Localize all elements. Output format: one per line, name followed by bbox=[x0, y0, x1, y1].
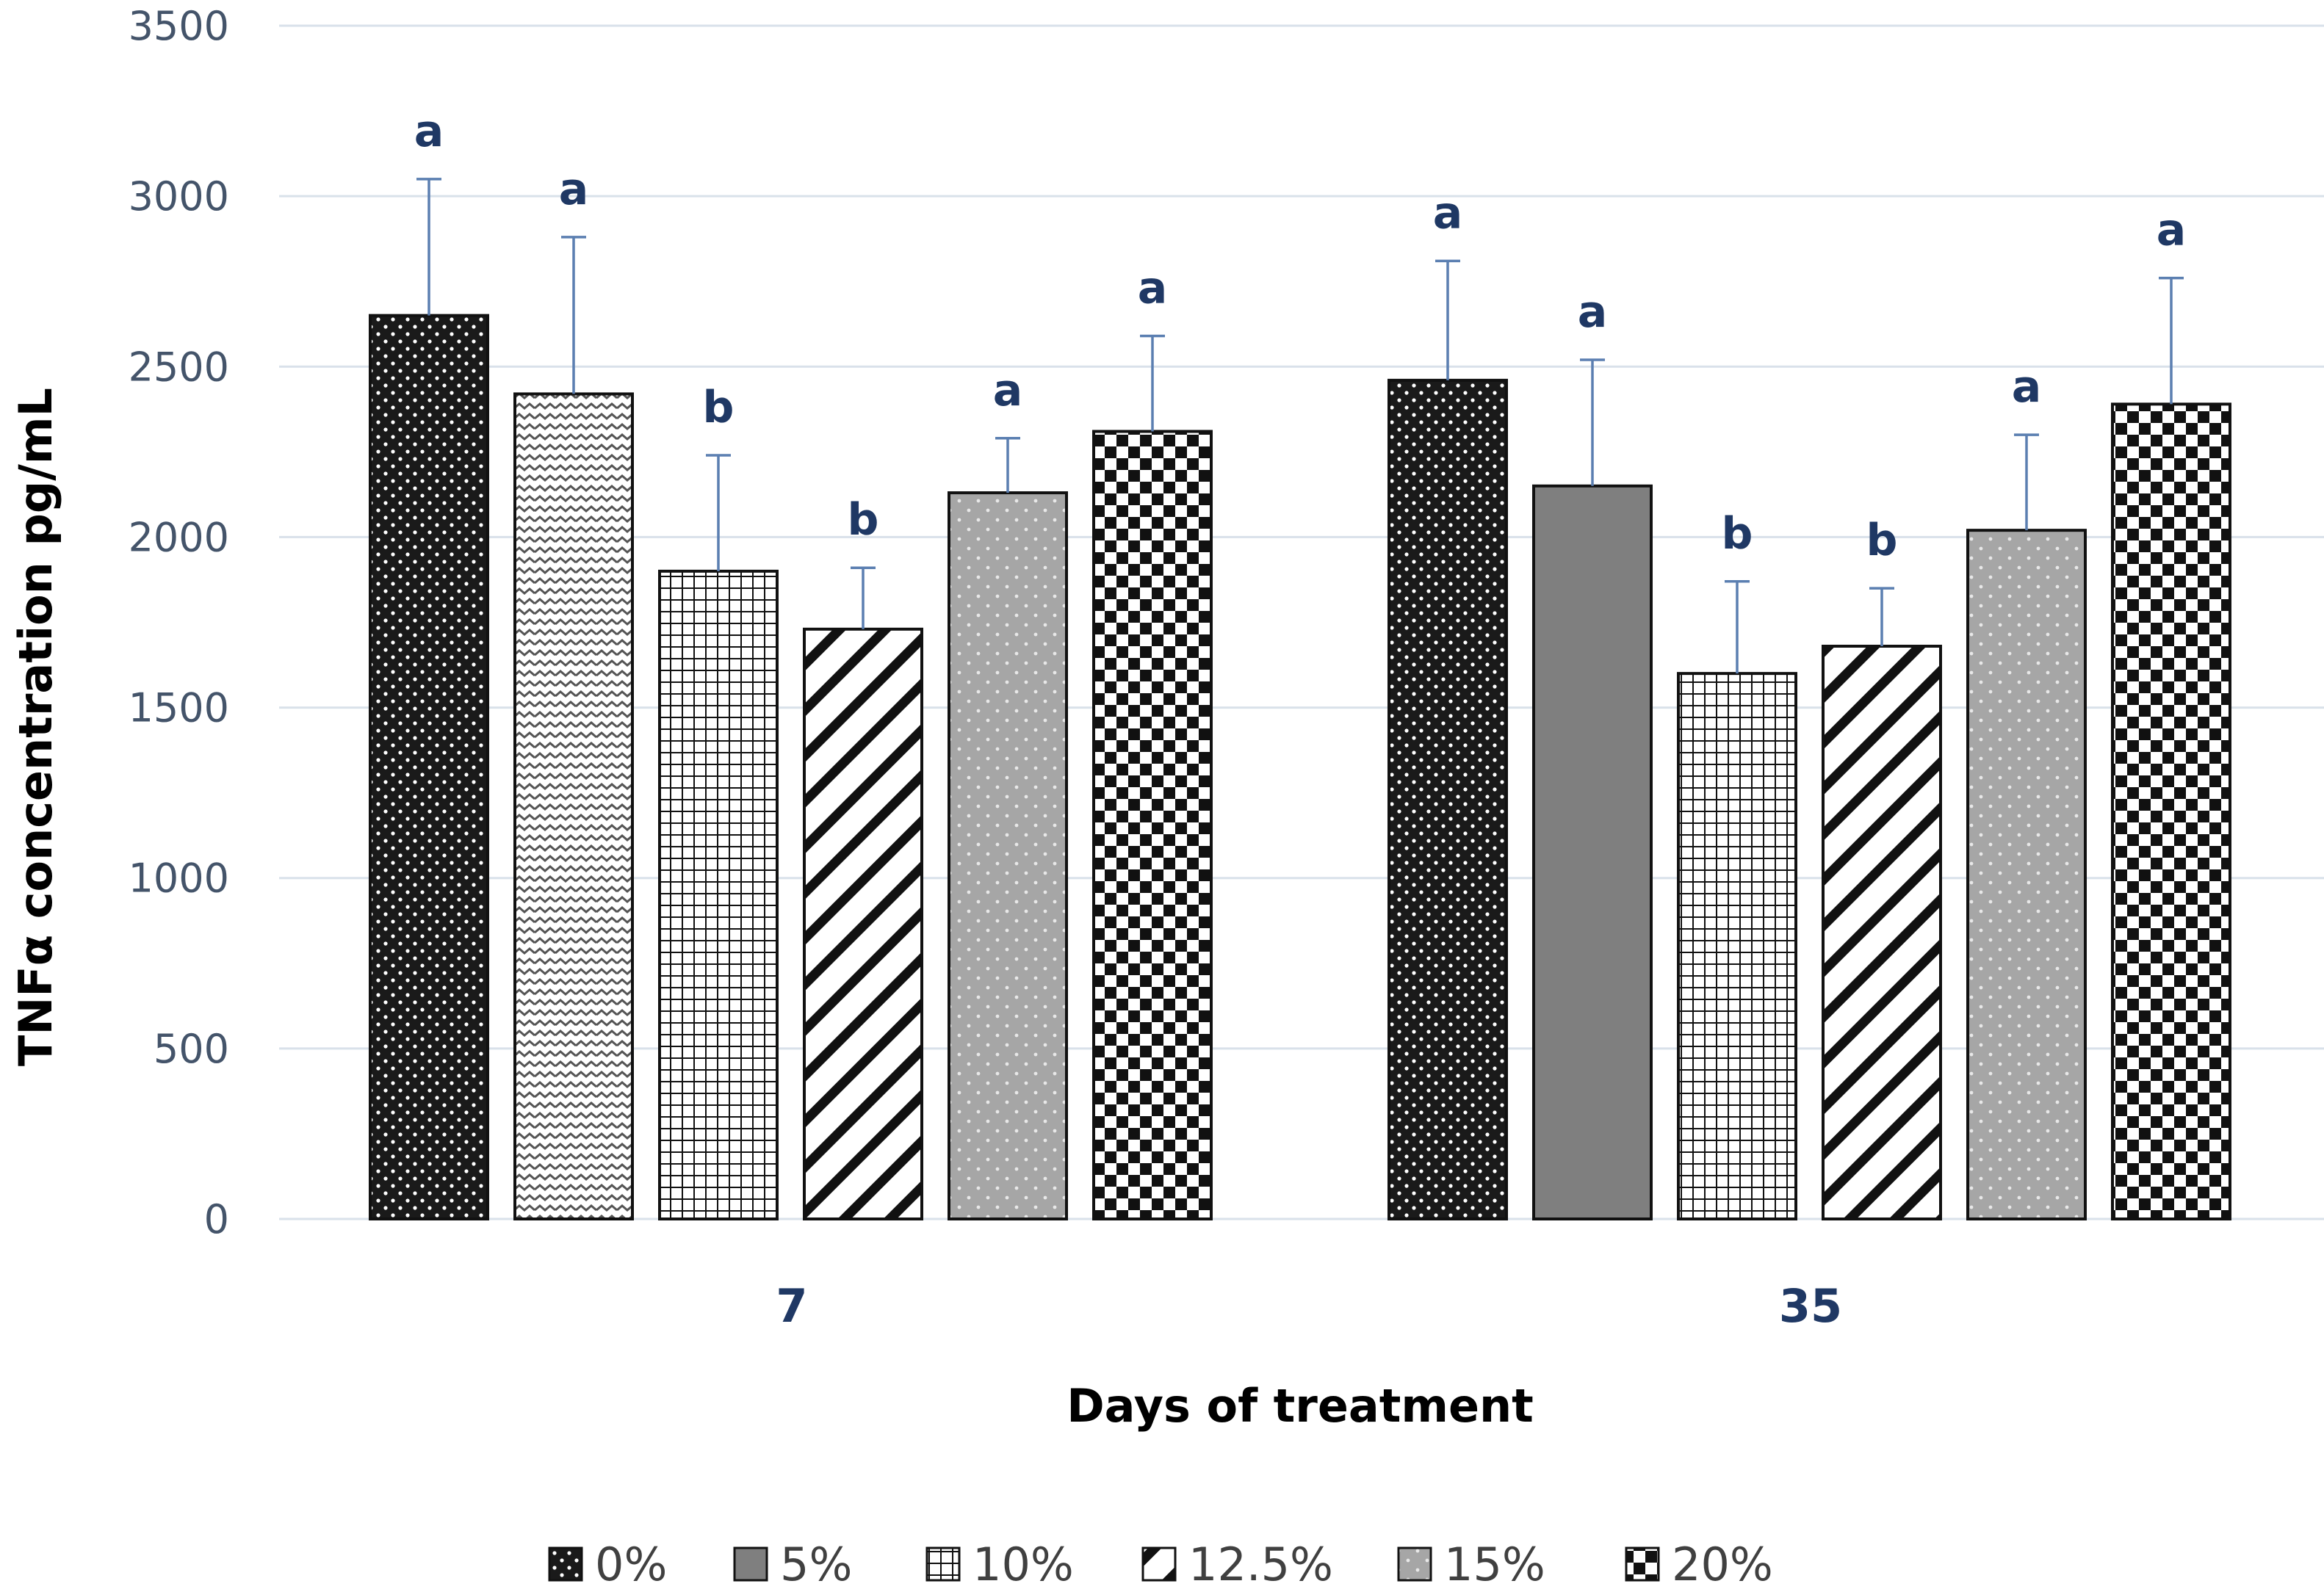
y-tick-label-2500: 2500 bbox=[129, 344, 229, 390]
y-tick-label-1500: 1500 bbox=[129, 685, 229, 731]
sig-letter-day35-20%: a bbox=[2157, 205, 2187, 256]
significance-letters: a a b b a a a a b b a a bbox=[414, 106, 2187, 566]
legend-label-20%: 20% bbox=[1672, 1538, 1773, 1591]
sig-letter-day35-0%: a bbox=[1433, 187, 1463, 239]
sig-letter-day35-15%: a bbox=[2012, 361, 2042, 413]
legend-swatch-20% bbox=[1625, 1546, 1660, 1582]
y-tick-label-0: 0 bbox=[204, 1196, 229, 1242]
y-axis-title: TNFα concentration pg/mL bbox=[9, 388, 62, 1066]
bar-day35-5% bbox=[1532, 484, 1653, 1220]
legend-label-5%: 5% bbox=[780, 1538, 852, 1591]
bar-day35-0% bbox=[1387, 378, 1508, 1220]
legend-swatch-10% bbox=[925, 1546, 961, 1582]
x-category-label-35: 35 bbox=[1779, 1279, 1842, 1333]
y-tick-label-500: 500 bbox=[154, 1026, 229, 1072]
sig-letter-day7-15%: a bbox=[993, 365, 1023, 416]
legend-swatch-15% bbox=[1397, 1546, 1432, 1582]
sig-letter-day35-12.5%: b bbox=[1866, 515, 1898, 566]
bar-day7-10% bbox=[658, 569, 779, 1220]
y-tick-label-3000: 3000 bbox=[129, 173, 229, 220]
sig-letter-day7-10%: b bbox=[703, 382, 735, 433]
y-tick-label-2000: 2000 bbox=[129, 514, 229, 560]
legend-label-15%: 15% bbox=[1444, 1538, 1545, 1591]
sig-letter-day35-10%: b bbox=[1722, 508, 1753, 560]
bar-day35-10% bbox=[1677, 672, 1797, 1220]
bar-day7-20% bbox=[1092, 430, 1213, 1220]
legend-label-12.5%: 12.5% bbox=[1188, 1538, 1333, 1591]
sig-letter-day7-5%: a bbox=[559, 164, 589, 215]
legend-swatch-5% bbox=[733, 1546, 768, 1582]
y-tick-label-3500: 3500 bbox=[129, 3, 229, 49]
error-bars bbox=[416, 178, 2184, 674]
x-category-label-7: 7 bbox=[776, 1279, 807, 1333]
bar-day7-15% bbox=[948, 491, 1068, 1220]
x-axis-categories: 7 35 bbox=[776, 1279, 1842, 1333]
bar-day35-20% bbox=[2111, 402, 2231, 1220]
y-axis-ticks: 0 500 1000 1500 2000 2500 3000 3500 bbox=[129, 3, 229, 1242]
bar-day7-0% bbox=[369, 314, 489, 1221]
legend-swatch-12.5% bbox=[1141, 1546, 1177, 1582]
sig-letter-day7-12.5%: b bbox=[848, 494, 879, 546]
bar-day7-12.5% bbox=[803, 627, 923, 1220]
sig-letter-day7-0%: a bbox=[414, 106, 444, 157]
y-tick-label-1000: 1000 bbox=[129, 855, 229, 902]
bar-day35-15% bbox=[1966, 529, 2087, 1220]
x-axis-title: Days of treatment bbox=[1067, 1379, 1534, 1433]
legend: 0% 5% 10% 12.5% 15% 20% bbox=[548, 1538, 1773, 1591]
sig-letter-day35-5%: a bbox=[1578, 286, 1608, 338]
bars bbox=[369, 314, 2231, 1221]
bar-day7-5% bbox=[513, 392, 634, 1220]
bar-day35-12.5% bbox=[1822, 645, 1942, 1220]
legend-label-0%: 0% bbox=[595, 1538, 667, 1591]
legend-label-10%: 10% bbox=[972, 1538, 1074, 1591]
legend-swatch-0% bbox=[548, 1546, 583, 1582]
sig-letter-day7-20%: a bbox=[1138, 263, 1168, 314]
